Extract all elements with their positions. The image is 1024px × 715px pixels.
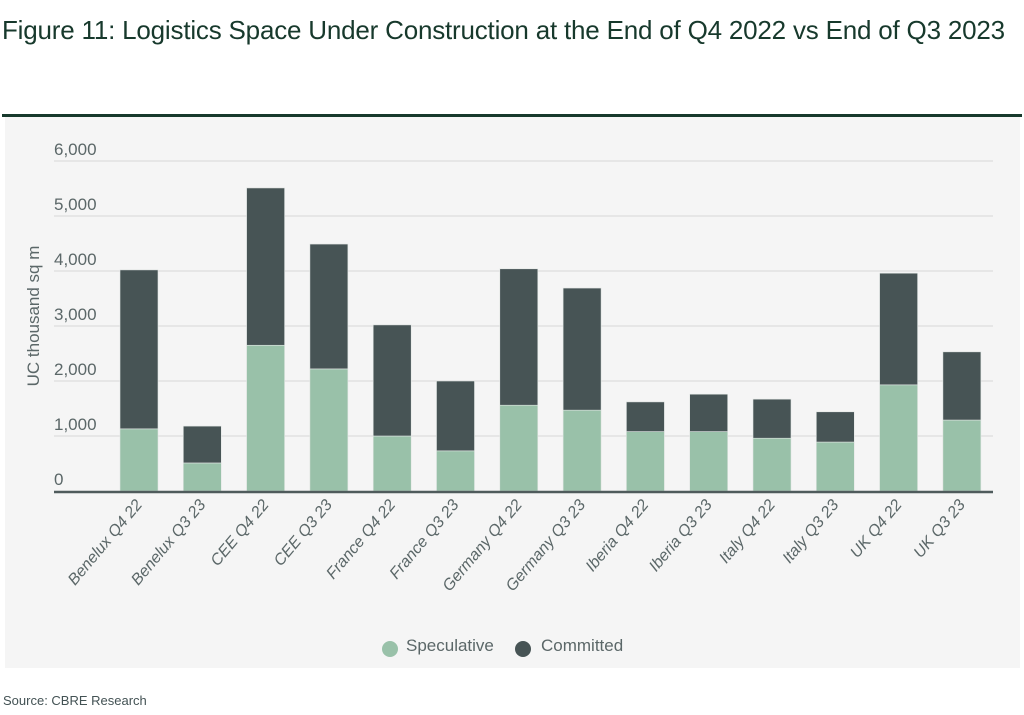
bar-committed [942,351,982,421]
bar-speculative [752,437,792,492]
bar-committed [815,411,855,443]
legend-label-speculative: Speculative [406,636,494,655]
chart-title: Figure 11: Logistics Space Under Constru… [2,15,1005,45]
legend-swatch-committed [515,641,531,657]
bar-speculative [372,435,412,492]
y-tick-label: 4,000 [54,250,97,269]
bar-speculative [246,344,285,492]
bar-speculative [183,462,222,492]
bar-committed [562,287,602,411]
bar-speculative [436,450,475,492]
bar-speculative [119,428,159,492]
bar-committed [499,268,539,406]
bar-speculative [626,431,665,492]
bar-committed [372,324,412,437]
x-tick-label: Italy Q3 23 [780,497,843,567]
bar-speculative [499,404,539,492]
bar-committed [183,425,222,464]
x-tick-label: UK Q3 23 [911,497,969,562]
bar-speculative [942,419,982,492]
y-tick-label: 3,000 [54,305,97,324]
legend-swatch-speculative [382,641,398,657]
x-tick-label: CEE Q3 23 [271,497,336,570]
y-tick-label: 0 [54,470,63,489]
x-tick-label: Italy Q4 22 [716,497,779,567]
bar-speculative [562,409,602,492]
x-tick-label: Iberia Q3 23 [646,497,716,575]
y-axis-ticks: 0 1,000 2,000 3,000 4,000 5,000 6,000 [54,140,97,489]
y-tick-label: 6,000 [54,140,97,159]
bar-committed [879,272,918,386]
bar-speculative [815,441,855,492]
x-tick-label: UK Q4 22 [847,497,905,562]
source-note: Source: CBRE Research [3,693,147,708]
y-axis-label: UC thousand sq m [24,246,43,387]
title-divider [2,114,1022,117]
y-tick-label: 2,000 [54,360,97,379]
bar-committed [752,398,792,439]
x-tick-label: Iberia Q4 22 [583,497,653,575]
bar-committed [689,393,729,432]
bar-committed [626,401,665,432]
y-tick-label: 5,000 [54,195,97,214]
bar-committed [436,380,475,452]
bar-speculative [689,431,729,492]
legend-label-committed: Committed [541,636,623,655]
bar-committed [309,243,349,370]
x-tick-label: CEE Q4 22 [208,497,273,570]
bar-committed [119,269,159,430]
bar-committed [246,187,285,346]
bars [119,187,982,492]
bar-speculative [879,384,918,492]
bar-speculative [309,368,349,492]
legend: Speculative Committed [382,636,623,657]
y-tick-label: 1,000 [54,415,97,434]
